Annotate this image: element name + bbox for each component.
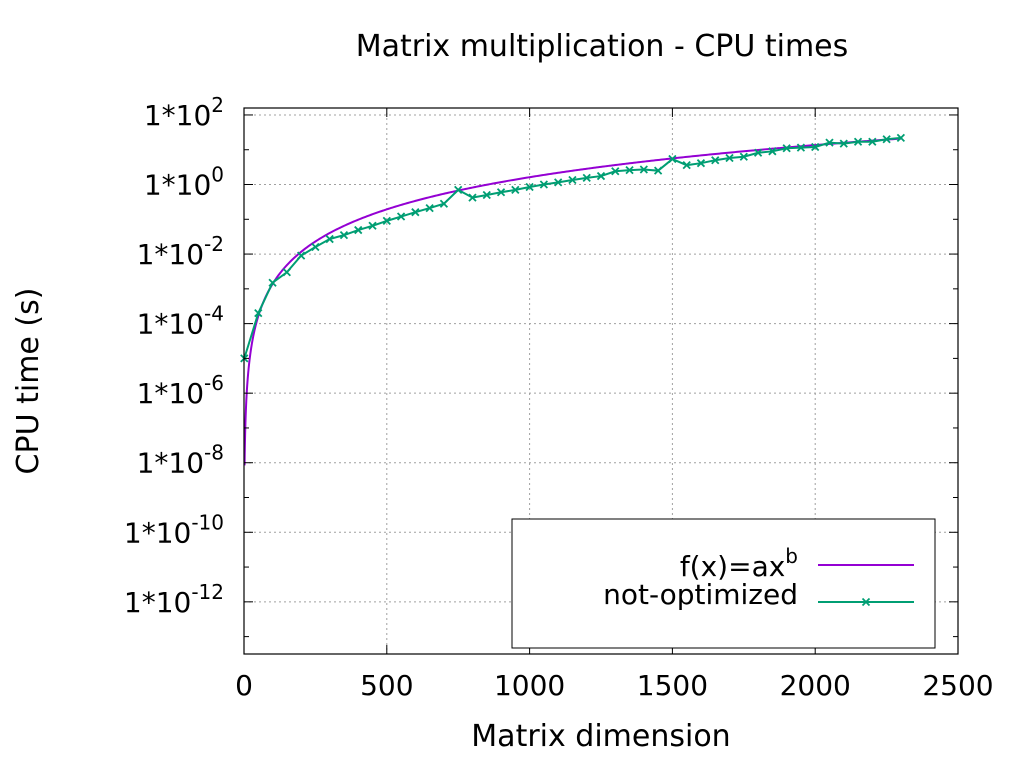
data-point-not-optimized: [296, 251, 306, 260]
y-tick-label: 1*10-10: [124, 510, 224, 549]
data-point-not-optimized: [582, 173, 591, 183]
data-point-not-optimized: [839, 139, 848, 148]
data-point-not-optimized: [868, 137, 877, 146]
data-point-not-optimized: [596, 171, 606, 181]
data-point-not-optimized: [625, 165, 634, 175]
data-point-not-optimized: [254, 309, 263, 318]
legend-label-fit: f(x)=axb: [680, 544, 798, 583]
data-point-not-optimized: [696, 159, 706, 168]
data-point-not-optimized: [325, 234, 334, 244]
data-point-not-optimized: [782, 144, 791, 153]
data-point-not-optimized: [311, 242, 320, 252]
y-tick-label: 1*10-2: [137, 232, 224, 271]
data-point-not-optimized: [882, 135, 891, 144]
plot-frame: [243, 107, 959, 655]
data-point-not-optimized: [568, 175, 577, 185]
y-axis-label: CPU time (s): [11, 288, 46, 475]
legend-box: [511, 518, 936, 649]
series-line-fit: [243, 137, 901, 466]
legend: f(x)=axb not-optimized: [511, 518, 936, 649]
data-point-not-optimized: [753, 148, 763, 157]
data-point-not-optimized: [653, 166, 663, 175]
data-point-not-optimized: [282, 268, 291, 277]
data-point-not-optimized: [382, 216, 391, 226]
data-point-not-optimized: [796, 143, 806, 152]
data-point-not-optimized: [511, 185, 520, 195]
y-tick-label: 1*100: [144, 163, 224, 202]
legend-fit-name: f(x)=ax: [680, 550, 785, 583]
legend-label-not-optimized: not-optimized: [603, 578, 798, 611]
data-point-not-optimized: [268, 278, 277, 287]
data-point-not-optimized: [682, 161, 691, 170]
data-point-not-optimized: [853, 137, 863, 146]
x-tick-labels: 0 500 1000 1500 2000 2500: [235, 669, 994, 702]
data-point-not-optimized: [411, 208, 420, 217]
x-tick-label: 1500: [637, 669, 708, 702]
data-point-not-optimized: [811, 142, 820, 152]
data-point-not-optimized: [825, 138, 834, 147]
data-point-not-optimized: [425, 203, 434, 213]
data-point-not-optimized: [339, 231, 349, 240]
data-point-not-optimized: [368, 221, 377, 230]
y-tick-labels: 1*102 1*100 1*10-2 1*10-4 1*10-6 1*10-8 1*10-1…: [124, 93, 224, 619]
x-tick-label: 2000: [780, 669, 851, 702]
data-point-not-optimized: [396, 212, 406, 221]
data-point-not-optimized: [454, 185, 463, 195]
y-tick-label: 1*10-6: [137, 371, 224, 410]
x-tick-label: 2500: [922, 669, 993, 702]
tick-marks: [243, 108, 959, 654]
data-point-not-optimized: [768, 147, 777, 156]
series-layer: [240, 133, 906, 466]
y-tick-label: 1*102: [144, 93, 224, 132]
y-tick-label: 1*10-8: [137, 441, 224, 480]
data-point-not-optimized: [668, 154, 677, 164]
data-point-not-optimized: [711, 156, 720, 165]
data-point-not-optimized: [739, 152, 748, 161]
data-point-not-optimized: [525, 182, 534, 192]
data-point-not-optimized: [354, 225, 363, 235]
data-point-not-optimized: [639, 165, 648, 174]
y-tick-label: 1*10-4: [137, 302, 224, 341]
data-point-not-optimized: [611, 167, 620, 176]
data-point-not-optimized: [725, 153, 734, 163]
data-point-not-optimized: [496, 188, 506, 197]
data-point-not-optimized: [439, 199, 449, 208]
legend-marker-not-optimized: [861, 597, 871, 607]
data-point-not-optimized: [482, 190, 491, 200]
x-tick-label: 0: [235, 669, 253, 702]
legend-fit-superscript: b: [785, 544, 798, 568]
data-point-not-optimized: [468, 193, 477, 202]
x-axis-label: Matrix dimension: [471, 719, 730, 754]
x-tick-label: 1000: [494, 669, 565, 702]
x-tick-label: 500: [360, 669, 413, 702]
y-tick-label: 1*10-12: [124, 580, 224, 619]
legend-point-marker: [861, 597, 871, 607]
data-point-not-optimized: [896, 133, 906, 142]
data-point-not-optimized: [539, 180, 549, 189]
data-point-not-optimized: [554, 178, 563, 187]
chart-title: Matrix multiplication - CPU times: [356, 29, 849, 64]
